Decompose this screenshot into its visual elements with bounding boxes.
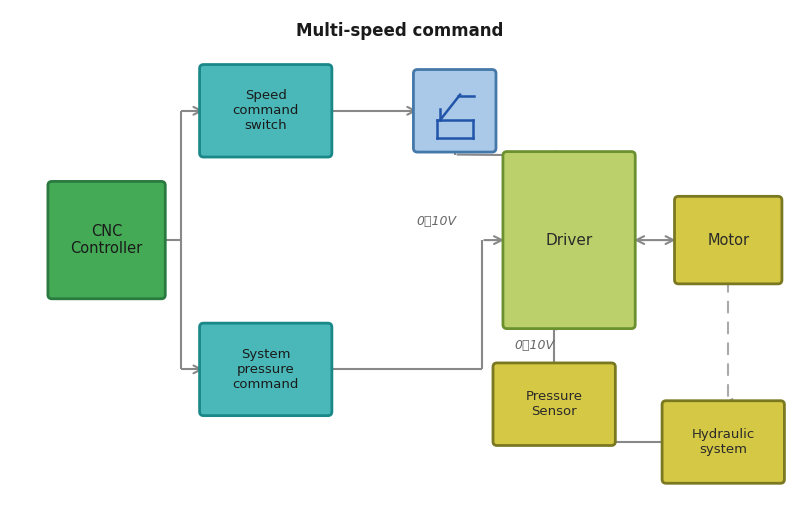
FancyBboxPatch shape bbox=[662, 401, 785, 483]
Text: Multi-speed command: Multi-speed command bbox=[296, 22, 504, 40]
Text: 0～10V: 0～10V bbox=[417, 215, 457, 228]
Text: Driver: Driver bbox=[546, 233, 593, 248]
Text: System
pressure
command: System pressure command bbox=[233, 348, 299, 391]
FancyBboxPatch shape bbox=[493, 363, 615, 445]
FancyBboxPatch shape bbox=[674, 196, 782, 284]
FancyBboxPatch shape bbox=[199, 323, 332, 416]
Text: Hydraulic
system: Hydraulic system bbox=[692, 428, 755, 456]
Text: Speed
command
switch: Speed command switch bbox=[233, 89, 299, 132]
FancyBboxPatch shape bbox=[414, 70, 496, 152]
Text: Pressure
Sensor: Pressure Sensor bbox=[526, 390, 582, 418]
Text: 0～10V: 0～10V bbox=[514, 339, 554, 352]
Text: CNC
Controller: CNC Controller bbox=[70, 224, 142, 256]
FancyBboxPatch shape bbox=[503, 151, 635, 329]
Text: Motor: Motor bbox=[707, 233, 750, 248]
FancyBboxPatch shape bbox=[48, 181, 166, 299]
FancyBboxPatch shape bbox=[199, 64, 332, 157]
